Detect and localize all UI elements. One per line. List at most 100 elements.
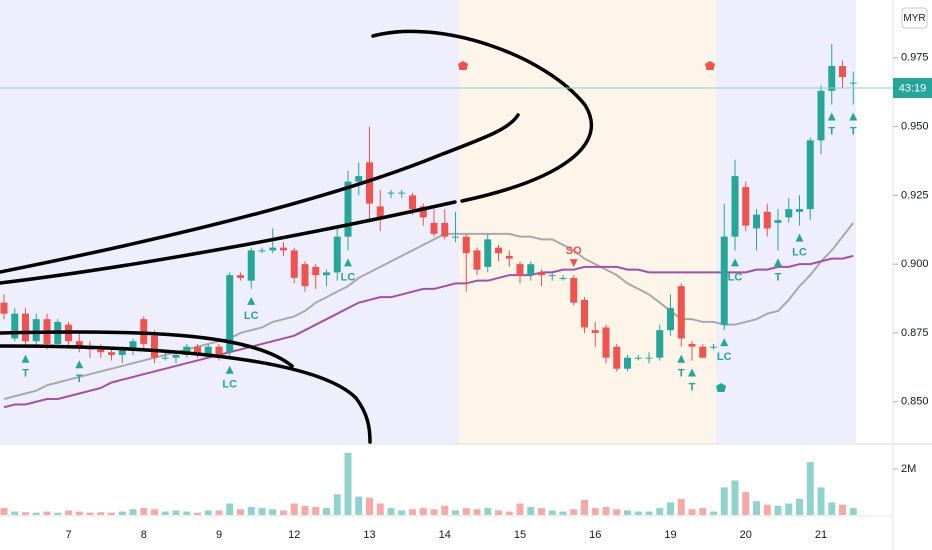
currency-box[interactable] [901,7,928,29]
candle-body [527,264,535,276]
volume-bar [548,510,556,515]
volume-bar [699,508,707,515]
candle-body [172,354,180,358]
buy-signal-label: T [22,368,29,380]
x-tick-label: 12 [288,529,300,541]
candle-body [667,308,674,331]
volume-bar [613,509,621,515]
candle-body [763,211,771,229]
volume-bar [312,506,320,515]
candle-body [634,357,642,359]
candle-body [656,330,664,358]
buy-signal-label: T [828,125,835,137]
volume-bar [323,508,330,515]
volume-bar [452,510,459,515]
buy-signal-label: T [850,125,857,137]
volume-bar [129,509,137,515]
volume-bar [484,508,492,515]
candle-body [677,286,685,339]
freehand-drawing [0,330,294,368]
y-tick-label: 0.975 [901,52,929,64]
volume-bar [258,508,266,515]
volume-bar [624,510,631,515]
candle-body [226,275,234,353]
volume-bar [785,503,793,515]
y-tick-label: 0.950 [901,120,929,132]
volume-bar [570,509,578,515]
x-tick-label: 19 [664,529,676,541]
freehand-drawing [0,344,372,444]
volume-bar [527,506,535,515]
volume-bar [344,452,352,515]
x-tick-label: 16 [589,529,601,541]
volume-bar [22,512,29,515]
candle-body [355,176,363,182]
volume-bar [710,511,717,515]
volume-bar [817,487,825,515]
volume-bar [581,500,588,515]
volume-bar [333,494,341,515]
volume-bar [645,511,653,515]
candle-body [484,239,492,267]
buy-signal-label: T [76,373,83,385]
candle-body [237,275,244,278]
buy-arrow [731,258,739,267]
candle-body [806,140,814,210]
buy-arrow [225,365,234,374]
buy-signal-label: T [678,368,685,380]
currency-label: MYR [903,13,925,24]
signal-shape [716,383,726,392]
candle-body [118,349,126,355]
moving-average [3,222,855,400]
y-tick-label: 0.900 [901,258,929,270]
candle-body [602,327,610,358]
volume-bar [839,504,846,515]
buy-arrow [720,338,729,347]
x-tick-label: 15 [514,529,526,541]
candle-body [398,192,406,194]
volume-bar [204,510,212,515]
volume-bar [290,503,298,515]
volume-bar [656,508,664,515]
candle-body [710,346,717,348]
candle-body [516,264,524,276]
buy-signal-label: T [775,271,782,283]
candle-body [742,187,750,226]
candle-body [0,302,8,314]
buy-signal-label: LC [728,271,743,283]
indicators [3,222,855,409]
candle-body [645,357,653,359]
buy-arrow [688,368,696,377]
volume-bar [269,509,277,515]
candle-body [538,272,545,276]
candle-body [194,346,201,355]
volume-bar [247,506,255,515]
candle-body [11,313,19,339]
buy-arrow [677,354,686,363]
candle-body [290,250,298,278]
candle-body [473,250,481,270]
volume-bar [828,502,836,515]
candle-body [183,346,191,355]
x-tick-label: 8 [141,529,147,541]
volume-bar [849,508,857,515]
volume-bar [108,512,115,515]
session-band [459,0,716,443]
candle-body [581,299,588,328]
candle-body [495,247,502,254]
volume-bar [32,512,40,515]
volume-bar [602,506,610,515]
candle-body [22,313,29,342]
candle-body [796,209,803,212]
candle-body [32,319,40,342]
volume-bar [118,511,126,515]
candle-body [452,236,459,238]
freehand-drawing [371,29,593,203]
x-tick-label: 13 [363,529,375,541]
buy-signal-label: LC [792,247,807,259]
buy-signal-label: LC [244,310,259,322]
sell-signal-label: SO [566,245,582,257]
candle-body [301,264,309,287]
volume-bar [688,509,696,515]
